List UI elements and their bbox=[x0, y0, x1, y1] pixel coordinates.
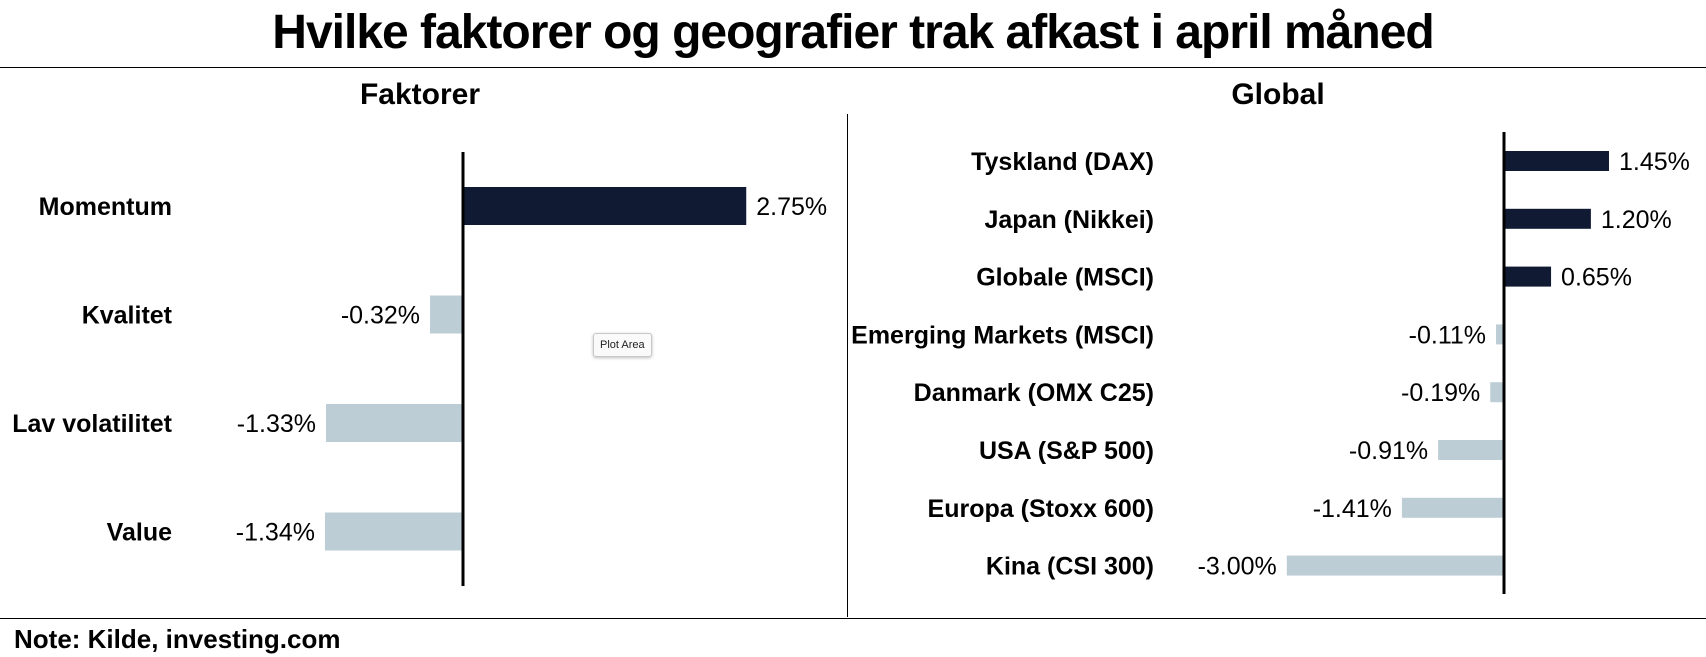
global-data-label: -0.19% bbox=[1401, 379, 1480, 407]
global-bar bbox=[1496, 324, 1504, 345]
faktorer-data-label: -1.34% bbox=[236, 519, 315, 547]
global-bar bbox=[1401, 497, 1504, 518]
panel-divider bbox=[847, 114, 848, 617]
title-divider bbox=[0, 67, 1706, 68]
global-category-label: USA (S&P 500) bbox=[979, 437, 1154, 465]
faktorer-category-label: Lav volatilitet bbox=[12, 410, 172, 438]
faktorer-data-label: -1.33% bbox=[237, 410, 316, 438]
global-category-label: Globale (MSCI) bbox=[976, 264, 1154, 292]
global-data-label: -3.00% bbox=[1198, 553, 1277, 581]
global-data-label: 0.65% bbox=[1561, 264, 1632, 292]
global-data-label: 1.20% bbox=[1601, 206, 1672, 234]
global-category-label: Kina (CSI 300) bbox=[986, 553, 1154, 581]
faktorer-category-label: Kvalitet bbox=[82, 302, 173, 330]
global-category-label: Japan (Nikkei) bbox=[984, 206, 1154, 234]
global-category-label: Danmark (OMX C25) bbox=[914, 379, 1154, 407]
faktorer-chart-title: Faktorer bbox=[359, 78, 481, 111]
footer-divider bbox=[0, 618, 1706, 619]
global-data-label: 1.45% bbox=[1619, 148, 1690, 176]
global-bar bbox=[1504, 151, 1609, 171]
global-category-label: Emerging Markets (MSCI) bbox=[851, 321, 1154, 349]
global-data-label: -1.41% bbox=[1313, 495, 1392, 523]
plot-area-tooltip: Plot Area bbox=[593, 333, 652, 357]
page-title: Hvilke faktorer og geografier trak afkas… bbox=[272, 6, 1434, 59]
bar-charts-canvas: 2.75% Momentum -0.32% Kvalitet -1.33% Lav vol… bbox=[12, 132, 1690, 594]
faktorer-data-label: -0.32% bbox=[341, 302, 420, 330]
faktorer-bar bbox=[430, 295, 463, 334]
faktorer-category-label: Momentum bbox=[39, 193, 172, 221]
faktorer-category-label: Value bbox=[107, 519, 172, 547]
global-bar bbox=[1490, 382, 1504, 403]
global-bar bbox=[1504, 266, 1552, 287]
faktorer-data-label: 2.75% bbox=[756, 193, 827, 221]
source-note: Note: Kilde, investing.com bbox=[14, 624, 341, 654]
global-category-label: Tyskland (DAX) bbox=[971, 148, 1154, 176]
global-data-label: -0.91% bbox=[1349, 437, 1428, 465]
faktorer-bar bbox=[463, 187, 747, 225]
global-category-label: Europa (Stoxx 600) bbox=[928, 495, 1154, 523]
global-bar bbox=[1286, 555, 1504, 576]
faktorer-bar bbox=[324, 512, 463, 551]
global-bar bbox=[1504, 208, 1591, 229]
global-data-label: -0.11% bbox=[1409, 321, 1486, 349]
global-chart-title: Global bbox=[1231, 78, 1325, 111]
faktorer-bar bbox=[326, 404, 463, 442]
global-bar bbox=[1438, 440, 1504, 460]
